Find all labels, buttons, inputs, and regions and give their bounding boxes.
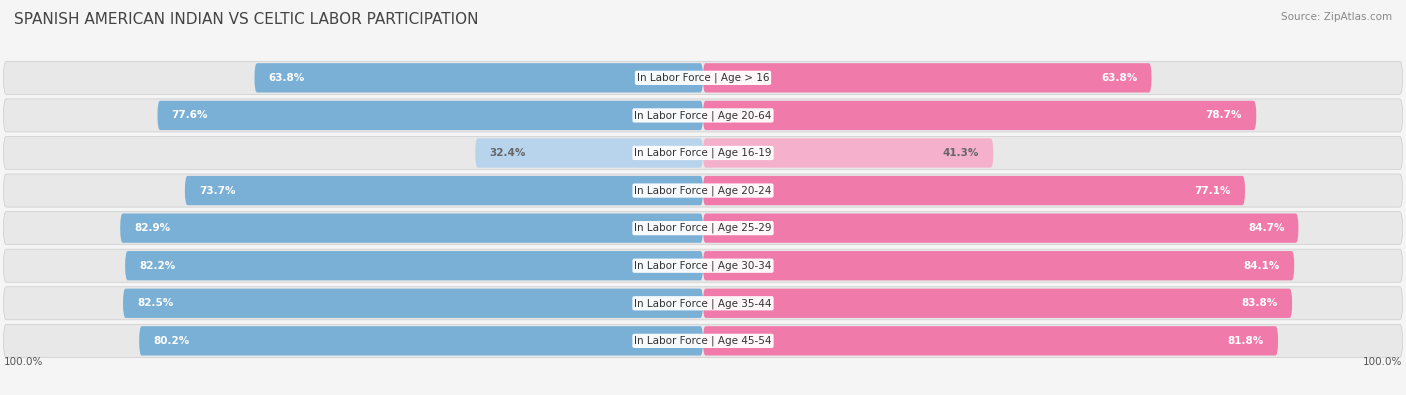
- Text: 84.1%: 84.1%: [1244, 261, 1281, 271]
- FancyBboxPatch shape: [3, 212, 1403, 245]
- Text: In Labor Force | Age 25-29: In Labor Force | Age 25-29: [634, 223, 772, 233]
- Text: 100.0%: 100.0%: [1362, 357, 1403, 367]
- Text: SPANISH AMERICAN INDIAN VS CELTIC LABOR PARTICIPATION: SPANISH AMERICAN INDIAN VS CELTIC LABOR …: [14, 12, 478, 27]
- Text: In Labor Force | Age > 16: In Labor Force | Age > 16: [637, 73, 769, 83]
- Text: 41.3%: 41.3%: [943, 148, 980, 158]
- FancyBboxPatch shape: [475, 138, 703, 167]
- Text: In Labor Force | Age 20-24: In Labor Force | Age 20-24: [634, 185, 772, 196]
- Text: 82.2%: 82.2%: [139, 261, 176, 271]
- FancyBboxPatch shape: [186, 176, 703, 205]
- Text: 100.0%: 100.0%: [3, 357, 44, 367]
- FancyBboxPatch shape: [703, 101, 1257, 130]
- FancyBboxPatch shape: [3, 136, 1403, 169]
- Text: 77.1%: 77.1%: [1195, 186, 1232, 196]
- FancyBboxPatch shape: [139, 326, 703, 356]
- FancyBboxPatch shape: [3, 287, 1403, 320]
- Text: In Labor Force | Age 45-54: In Labor Force | Age 45-54: [634, 336, 772, 346]
- FancyBboxPatch shape: [125, 251, 703, 280]
- Text: In Labor Force | Age 30-34: In Labor Force | Age 30-34: [634, 260, 772, 271]
- FancyBboxPatch shape: [703, 63, 1152, 92]
- FancyBboxPatch shape: [703, 289, 1292, 318]
- FancyBboxPatch shape: [254, 63, 703, 92]
- FancyBboxPatch shape: [3, 174, 1403, 207]
- Text: In Labor Force | Age 35-44: In Labor Force | Age 35-44: [634, 298, 772, 308]
- FancyBboxPatch shape: [120, 213, 703, 243]
- Text: 73.7%: 73.7%: [200, 186, 235, 196]
- FancyBboxPatch shape: [703, 326, 1278, 356]
- FancyBboxPatch shape: [703, 251, 1294, 280]
- FancyBboxPatch shape: [3, 99, 1403, 132]
- Text: 83.8%: 83.8%: [1241, 298, 1278, 308]
- Text: In Labor Force | Age 20-64: In Labor Force | Age 20-64: [634, 110, 772, 120]
- Text: In Labor Force | Age 16-19: In Labor Force | Age 16-19: [634, 148, 772, 158]
- FancyBboxPatch shape: [703, 213, 1299, 243]
- FancyBboxPatch shape: [157, 101, 703, 130]
- FancyBboxPatch shape: [3, 61, 1403, 94]
- Text: 82.9%: 82.9%: [134, 223, 170, 233]
- Text: 32.4%: 32.4%: [489, 148, 526, 158]
- Text: 77.6%: 77.6%: [172, 111, 208, 120]
- Text: 82.5%: 82.5%: [138, 298, 173, 308]
- FancyBboxPatch shape: [703, 176, 1246, 205]
- FancyBboxPatch shape: [703, 138, 994, 167]
- FancyBboxPatch shape: [3, 324, 1403, 357]
- Text: 63.8%: 63.8%: [269, 73, 305, 83]
- Text: 63.8%: 63.8%: [1101, 73, 1137, 83]
- FancyBboxPatch shape: [124, 289, 703, 318]
- FancyBboxPatch shape: [3, 249, 1403, 282]
- Text: 81.8%: 81.8%: [1227, 336, 1264, 346]
- Text: 80.2%: 80.2%: [153, 336, 190, 346]
- Text: Source: ZipAtlas.com: Source: ZipAtlas.com: [1281, 12, 1392, 22]
- Text: 84.7%: 84.7%: [1249, 223, 1285, 233]
- Text: 78.7%: 78.7%: [1206, 111, 1243, 120]
